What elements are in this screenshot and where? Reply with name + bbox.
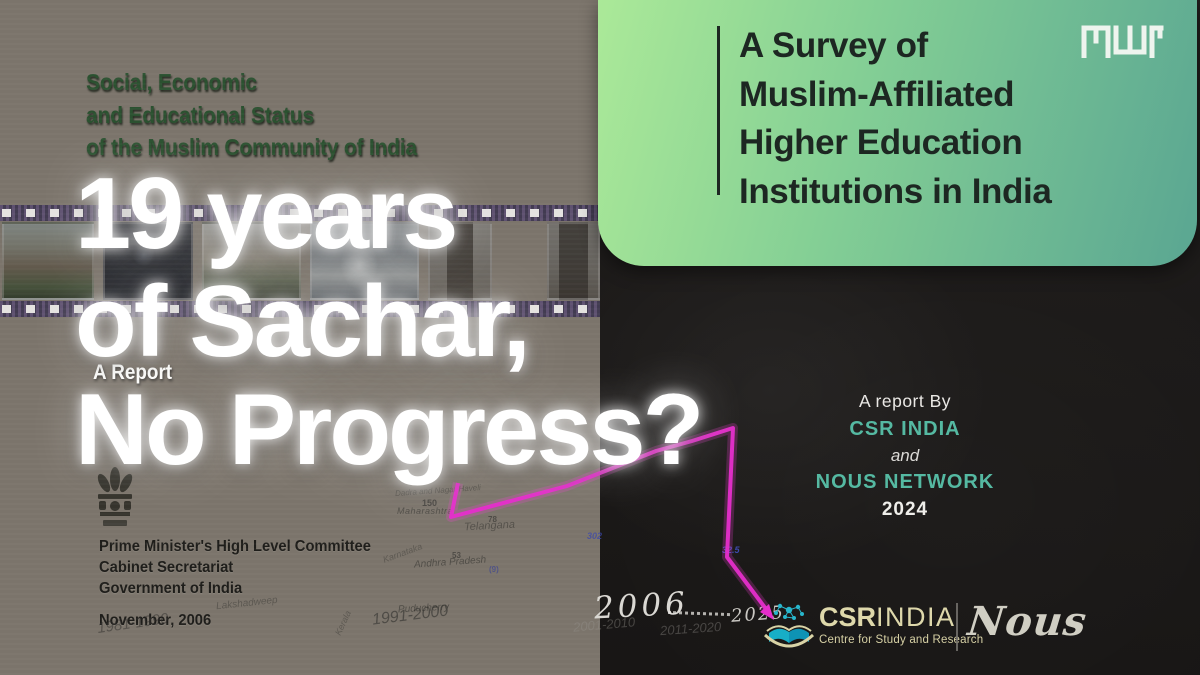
photo-tower bbox=[546, 222, 600, 300]
headline-line: of Sachar, bbox=[75, 266, 531, 378]
map-number: (9) bbox=[489, 565, 499, 574]
map-label: Telangana bbox=[463, 518, 516, 534]
csr-wordmark-rest: INDIA bbox=[876, 602, 956, 632]
decade-label: 1991-2000 bbox=[371, 602, 450, 629]
headline-line: 19 years bbox=[75, 158, 458, 270]
report-date: November, 2006 bbox=[99, 612, 212, 629]
photo-monument bbox=[201, 222, 301, 300]
report-cover-title: Social, Economic and Educational Status … bbox=[86, 66, 417, 164]
map-label: Maharashtra bbox=[397, 506, 454, 516]
accent-bar bbox=[717, 26, 720, 195]
filmstrip-frames bbox=[2, 222, 600, 300]
map-number: 150 bbox=[422, 498, 438, 508]
survey-title-line: A Survey of bbox=[739, 26, 928, 65]
nous-logo-icon bbox=[1081, 25, 1164, 58]
credits-prefix: A report By bbox=[858, 391, 952, 411]
survey-title-line: Higher Education bbox=[739, 123, 1023, 162]
report-cover: Social, Economic and Educational Status … bbox=[0, 0, 603, 675]
survey-title-line: Institutions in India bbox=[739, 171, 1052, 211]
credits-conjunction: and bbox=[890, 446, 920, 465]
report-title-line: Social, Economic bbox=[86, 69, 257, 95]
report-label: A Report bbox=[93, 361, 173, 384]
credits-org-nous: NOUS NETWORK bbox=[815, 471, 995, 493]
photo-stock-exchange bbox=[427, 222, 492, 300]
india-emblem-icon bbox=[97, 467, 133, 526]
filmstrip bbox=[0, 205, 600, 318]
committee-line: Government of India bbox=[99, 580, 243, 597]
logo-divider bbox=[956, 603, 958, 651]
committee-line: Prime Minister's High Level Committee bbox=[99, 538, 371, 555]
credits-org-csr: CSR INDIA bbox=[849, 418, 961, 440]
credits-block: A report By CSR INDIA and NOUS NETWORK 2… bbox=[790, 391, 1020, 521]
filmstrip-sprockets bbox=[0, 301, 600, 317]
map-number: 32.5 bbox=[722, 545, 740, 555]
map-number: 302 bbox=[587, 531, 603, 541]
csr-wordmark-bold: CSR bbox=[819, 602, 877, 632]
survey-announcement-card: A Survey of Muslim-Affiliated Higher Edu… bbox=[598, 0, 1197, 266]
survey-title: A Survey of Muslim-Affiliated Higher Edu… bbox=[739, 22, 1052, 216]
report-title-line: and Educational Status bbox=[86, 101, 314, 128]
timeline-start-year: 2006 bbox=[593, 585, 690, 627]
headline-line: No Progress? bbox=[75, 374, 704, 486]
csr-india-logo-icon bbox=[763, 603, 815, 648]
committee-line: Cabinet Secretariat bbox=[99, 559, 234, 576]
main-headline: 19 years of Sachar, No Progress? bbox=[75, 158, 704, 486]
photo-person bbox=[309, 222, 419, 300]
map-label: Andhra Pradesh bbox=[413, 554, 487, 571]
csr-india-wordmark: CSRINDIA Centre for Study and Research bbox=[819, 602, 983, 646]
government-text-block: Prime Minister's High Level Committee Ca… bbox=[99, 536, 371, 631]
filmstrip-sprockets bbox=[0, 205, 600, 221]
survey-title-line: Muslim-Affiliated bbox=[739, 74, 1015, 114]
credits-year: 2024 bbox=[881, 499, 929, 520]
photo-crowd bbox=[102, 222, 193, 300]
csr-tagline: Centre for Study and Research bbox=[819, 634, 984, 646]
report-title-line: of the Muslim Community of India bbox=[86, 134, 417, 160]
nous-wordmark: Nous bbox=[965, 598, 1090, 645]
photo-parliament bbox=[2, 222, 94, 300]
